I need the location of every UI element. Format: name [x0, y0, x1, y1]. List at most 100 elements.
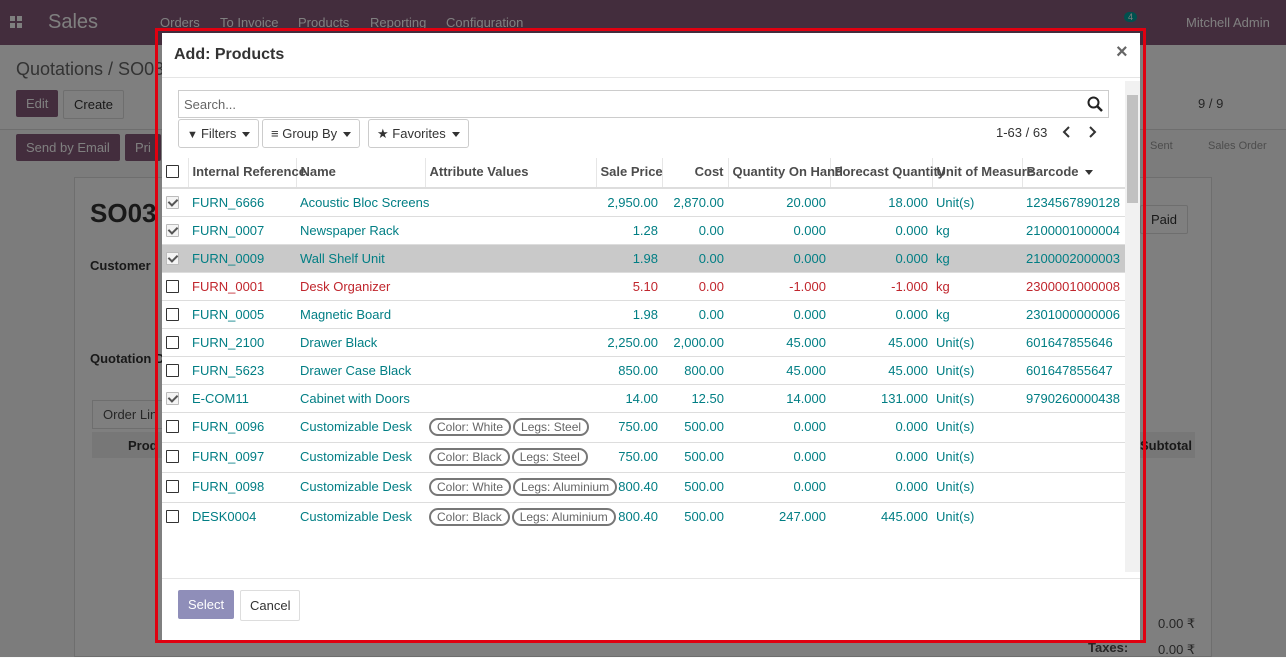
- forecast-cell: 45.000: [830, 356, 932, 385]
- product-row[interactable]: FURN_0097 Customizable Desk Color: Black Le…: [162, 442, 1125, 473]
- uom: Unit(s): [936, 363, 975, 378]
- forecast-cell: 131.000: [830, 384, 932, 413]
- cost: 2,000.00: [673, 335, 724, 350]
- favorites-button[interactable]: ★ Favorites: [368, 119, 469, 148]
- qty-cell: 0.000: [728, 412, 830, 443]
- ref: FURN_0007: [192, 223, 265, 238]
- sale-cell: 750.00: [596, 442, 662, 473]
- name: Customizable Desk: [300, 509, 412, 524]
- product-row[interactable]: FURN_2100 Drawer Black 2,250.00 2,000.00 45.…: [162, 328, 1125, 357]
- qty-cell: 0.000: [728, 472, 830, 503]
- column-header: Quantity On Hand: [728, 158, 843, 189]
- select-cell: [162, 472, 188, 503]
- cancel-button[interactable]: Cancel: [240, 590, 301, 621]
- barcode-cell: 9790260000438: [1022, 384, 1125, 413]
- cost-cell: 500.00: [662, 472, 728, 503]
- product-row[interactable]: FURN_0009 Wall Shelf Unit 1.98 0.00 0.000 0.0…: [162, 244, 1125, 273]
- column-label: Attribute Values: [429, 164, 529, 179]
- forecast-cell: 18.000: [830, 187, 932, 217]
- ref-cell: FURN_6666: [188, 187, 296, 217]
- pager-arrows[interactable]: [1060, 125, 1100, 139]
- checkbox[interactable]: [166, 196, 179, 209]
- qty: 45.000: [786, 363, 826, 378]
- sale: 1.98: [632, 251, 658, 266]
- ref: FURN_0009: [192, 251, 265, 266]
- product-row[interactable]: E-COM11 Cabinet with Doors 14.00 12.50 14.00…: [162, 384, 1125, 413]
- forecast: 131.000: [881, 391, 928, 406]
- checkbox[interactable]: [166, 364, 179, 377]
- name: Customizable Desk: [300, 419, 412, 434]
- sale: 2,250.00: [607, 335, 658, 350]
- sale-cell: 5.10: [596, 272, 662, 301]
- header-row: Internal Reference Name Attribute Values Sa…: [162, 158, 1125, 189]
- product-row[interactable]: DESK0004 Customizable Desk Color: Black Leg…: [162, 502, 1125, 532]
- checkbox[interactable]: [166, 450, 179, 463]
- barcode-cell: [1022, 502, 1125, 532]
- scrollbar: [1125, 81, 1140, 572]
- product-row[interactable]: FURN_0096 Customizable Desk Color: White Le…: [162, 412, 1125, 443]
- checkbox[interactable]: [166, 308, 179, 321]
- forecast: 0.000: [895, 307, 928, 322]
- name: Customizable Desk: [300, 479, 412, 494]
- product-row[interactable]: FURN_6666 Acoustic Bloc Screens 2,950.00 2,…: [162, 187, 1125, 217]
- product-row[interactable]: FURN_0098 Customizable Desk Color: White Le…: [162, 472, 1125, 503]
- barcode-cell: [1022, 472, 1125, 503]
- barcode-cell: 2300001000008: [1022, 272, 1125, 301]
- qty-cell: 0.000: [728, 300, 830, 329]
- qty: 0.000: [793, 307, 826, 322]
- dialog-footer: [162, 578, 1140, 579]
- attributes-cell: [425, 328, 596, 357]
- groupby-button[interactable]: ≡ Group By: [262, 119, 361, 148]
- forecast-cell: 445.000: [830, 502, 932, 532]
- checkbox[interactable]: [166, 165, 179, 178]
- sale-cell: 1.98: [596, 300, 662, 329]
- uom: Unit(s): [936, 479, 975, 494]
- barcode: 601647855647: [1026, 363, 1113, 378]
- uom: Unit(s): [936, 335, 975, 350]
- attributes-cell: [425, 272, 596, 301]
- product-row[interactable]: FURN_0007 Newspaper Rack 1.28 0.00 0.000 0.00…: [162, 216, 1125, 245]
- forecast: -1.000: [891, 279, 928, 294]
- checkbox[interactable]: [166, 252, 179, 265]
- name-cell: Customizable Desk: [296, 412, 425, 443]
- checkbox[interactable]: [166, 336, 179, 349]
- uom-cell: Unit(s): [932, 472, 1022, 503]
- qty-cell: 0.000: [728, 244, 830, 273]
- forecast: 0.000: [895, 449, 928, 464]
- product-row[interactable]: FURN_5623 Drawer Case Black 850.00 800.00 45…: [162, 356, 1125, 385]
- pager: 1-63 / 63: [996, 125, 1048, 140]
- ref-cell: FURN_0001: [188, 272, 296, 301]
- cost: 800.00: [684, 363, 724, 378]
- column-header: Cost: [662, 158, 729, 189]
- forecast-cell: 0.000: [830, 442, 932, 473]
- attribute-tag: Legs: Aluminium: [511, 508, 616, 526]
- product-row[interactable]: FURN_0001 Desk Organizer 5.10 0.00 -1.000 -1.…: [162, 272, 1125, 301]
- qty-cell: 45.000: [728, 356, 830, 385]
- uom: Unit(s): [936, 419, 975, 434]
- product-row[interactable]: FURN_0005 Magnetic Board 1.98 0.00 0.000 0.00…: [162, 300, 1125, 329]
- search-icon[interactable]: [1087, 96, 1103, 112]
- checkbox[interactable]: [166, 510, 179, 523]
- cost-cell: 2,870.00: [662, 187, 728, 217]
- forecast-cell: 45.000: [830, 328, 932, 357]
- search-box[interactable]: [178, 90, 1109, 118]
- sale-cell: 1.98: [596, 244, 662, 273]
- uom: Unit(s): [936, 391, 975, 406]
- checkbox[interactable]: [166, 480, 179, 493]
- ref: FURN_6666: [192, 195, 265, 210]
- filters-button[interactable]: ▼ Filters: [178, 119, 260, 148]
- column-header: Sale Price: [596, 158, 663, 189]
- attribute-tag: Color: White: [429, 418, 512, 436]
- select-cell: [162, 502, 188, 532]
- forecast-cell: 0.000: [830, 300, 932, 329]
- forecast: 45.000: [888, 363, 928, 378]
- uom: kg: [936, 251, 950, 266]
- checkbox[interactable]: [166, 420, 179, 433]
- ref: FURN_0001: [192, 279, 265, 294]
- close-button[interactable]: ×: [1116, 41, 1128, 63]
- column-label: Sale Price: [600, 164, 663, 179]
- checkbox[interactable]: [166, 392, 179, 405]
- checkbox[interactable]: [166, 280, 179, 293]
- select-button[interactable]: Select: [178, 590, 235, 619]
- checkbox[interactable]: [166, 224, 179, 237]
